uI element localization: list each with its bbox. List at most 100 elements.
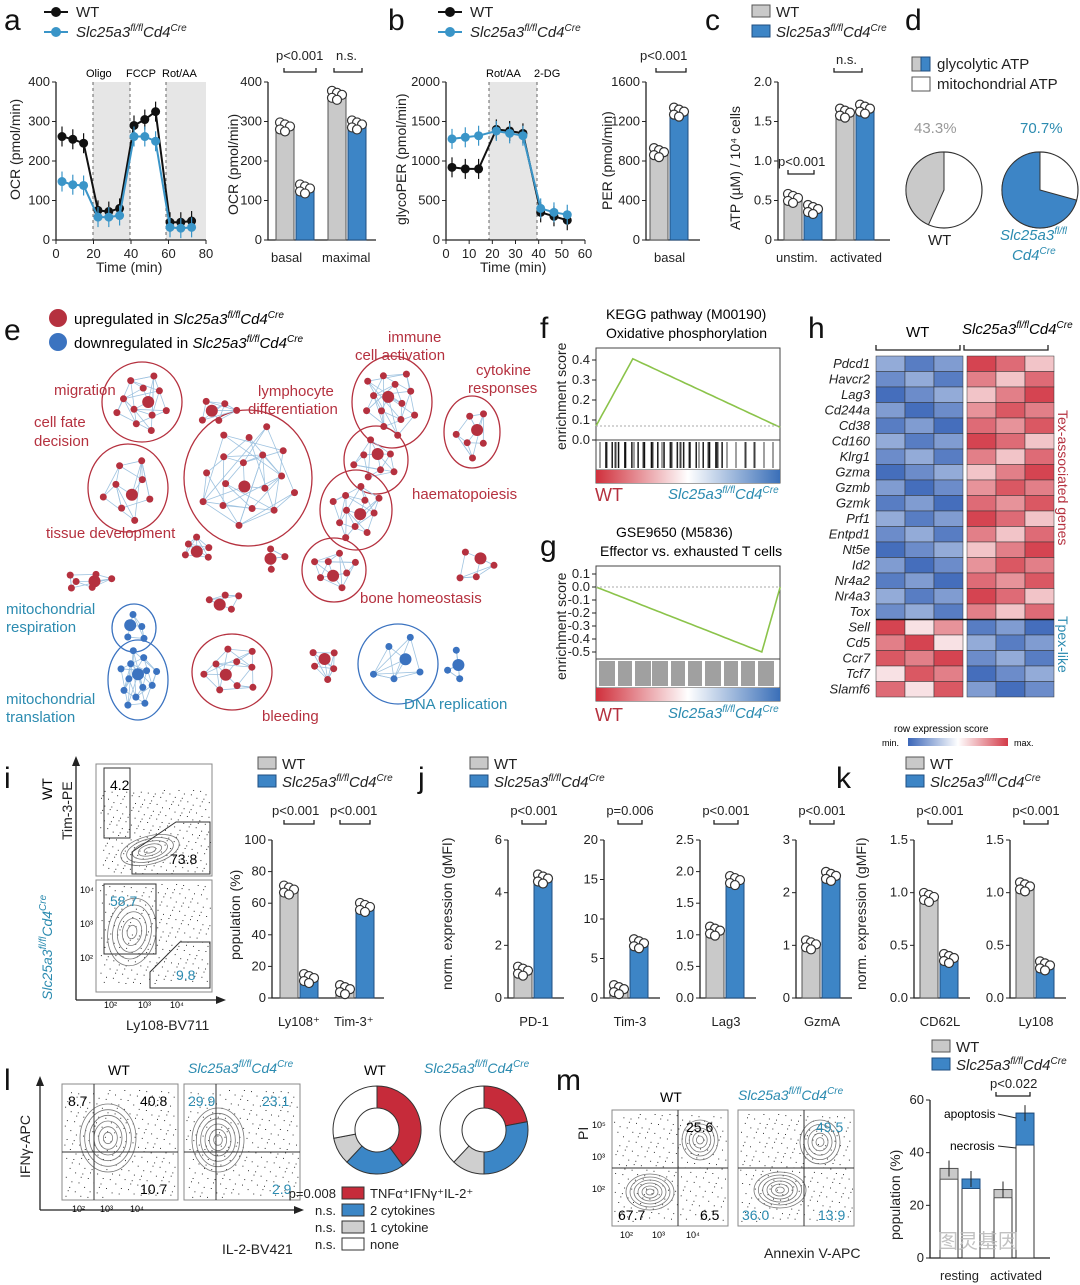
heatmap-cell [966, 603, 997, 620]
event [169, 808, 170, 810]
event [246, 1137, 248, 1139]
event [241, 1095, 243, 1097]
event [105, 1117, 107, 1119]
contour [753, 1171, 807, 1209]
event [189, 954, 191, 956]
event [203, 1186, 205, 1188]
event [703, 1139, 705, 1141]
heatmap-cell [1024, 557, 1055, 574]
event [722, 1130, 724, 1132]
edge [397, 414, 415, 436]
event [687, 1142, 689, 1144]
event [818, 1214, 820, 1216]
edge [102, 465, 120, 498]
svg-text:WT: WT [470, 4, 493, 21]
event [208, 1102, 210, 1104]
event [821, 1173, 823, 1174]
heatmap-cell [1024, 510, 1055, 527]
event [251, 1161, 253, 1163]
edge [400, 391, 412, 420]
event [698, 1135, 700, 1137]
event [836, 1135, 838, 1137]
event [784, 1153, 786, 1154]
ytick: 2 [783, 885, 790, 900]
event [117, 917, 119, 918]
event [772, 1128, 774, 1130]
j-subplots: 0246PD-1p<0.00105101520Tim-3p=0.0060.00.… [495, 803, 852, 1029]
event [704, 1120, 706, 1122]
heatmap-cell [875, 557, 906, 574]
event [818, 1144, 819, 1146]
event [220, 1164, 222, 1166]
event [238, 1193, 240, 1195]
heatmap-cell [1024, 650, 1055, 667]
node [193, 533, 201, 541]
heatmap-cell [933, 572, 964, 589]
event [214, 1160, 216, 1162]
node [267, 565, 275, 573]
event [206, 848, 208, 850]
heatmap-cell [875, 479, 906, 496]
event [156, 818, 158, 820]
event [820, 1210, 822, 1212]
event [88, 1140, 90, 1142]
event [762, 1151, 764, 1153]
edge [123, 390, 160, 400]
data-point [140, 115, 150, 125]
heatmap-cell [875, 495, 906, 512]
event [151, 1095, 153, 1097]
event [219, 1094, 221, 1096]
contour [98, 1126, 118, 1150]
heatmap-cell [995, 588, 1026, 605]
event [79, 1125, 81, 1127]
event [662, 1166, 664, 1168]
heatmap-cell [966, 557, 997, 574]
svg-text:Effector vs. exhausted T cells: Effector vs. exhausted T cells [600, 543, 782, 559]
event [787, 1217, 789, 1219]
event [118, 1193, 120, 1195]
event [753, 1137, 755, 1139]
event [193, 928, 195, 930]
node [141, 699, 149, 707]
node [270, 506, 278, 514]
data-point [549, 207, 559, 217]
heatmap-cell [875, 619, 906, 636]
event [106, 976, 107, 978]
node [112, 480, 120, 488]
event [179, 829, 181, 831]
event [73, 1140, 75, 1142]
event [127, 1100, 129, 1101]
event [97, 1154, 99, 1156]
event [648, 1147, 650, 1149]
svg-text:58.7: 58.7 [110, 893, 137, 909]
event [194, 871, 196, 873]
event [119, 946, 121, 948]
node [466, 412, 474, 420]
a-line-series [57, 101, 197, 239]
event [669, 1132, 671, 1134]
event [770, 1204, 772, 1206]
event [202, 1116, 204, 1118]
event [197, 1112, 199, 1114]
edge [339, 495, 346, 523]
event [223, 1174, 225, 1176]
event [673, 1175, 675, 1177]
event [759, 1122, 761, 1124]
event [173, 855, 175, 857]
event [181, 888, 183, 890]
contour [692, 1131, 708, 1149]
event [161, 1161, 163, 1163]
event [182, 837, 184, 839]
ytick: 0 [495, 990, 502, 1005]
heatmap-cell [933, 464, 964, 481]
event [179, 815, 181, 817]
l-legend: p=0.008 TNFα⁺IFNγ⁺IL-2⁺n.s. 2 cytokinesn.s… [289, 1186, 474, 1252]
node [397, 416, 405, 423]
node [205, 596, 213, 604]
event [193, 1140, 195, 1142]
svg-text:WT: WT [776, 4, 799, 21]
event [808, 1148, 810, 1150]
stat-label: p<0.001 [1012, 803, 1059, 818]
ytick: 0 [255, 232, 262, 247]
event [796, 1142, 798, 1144]
